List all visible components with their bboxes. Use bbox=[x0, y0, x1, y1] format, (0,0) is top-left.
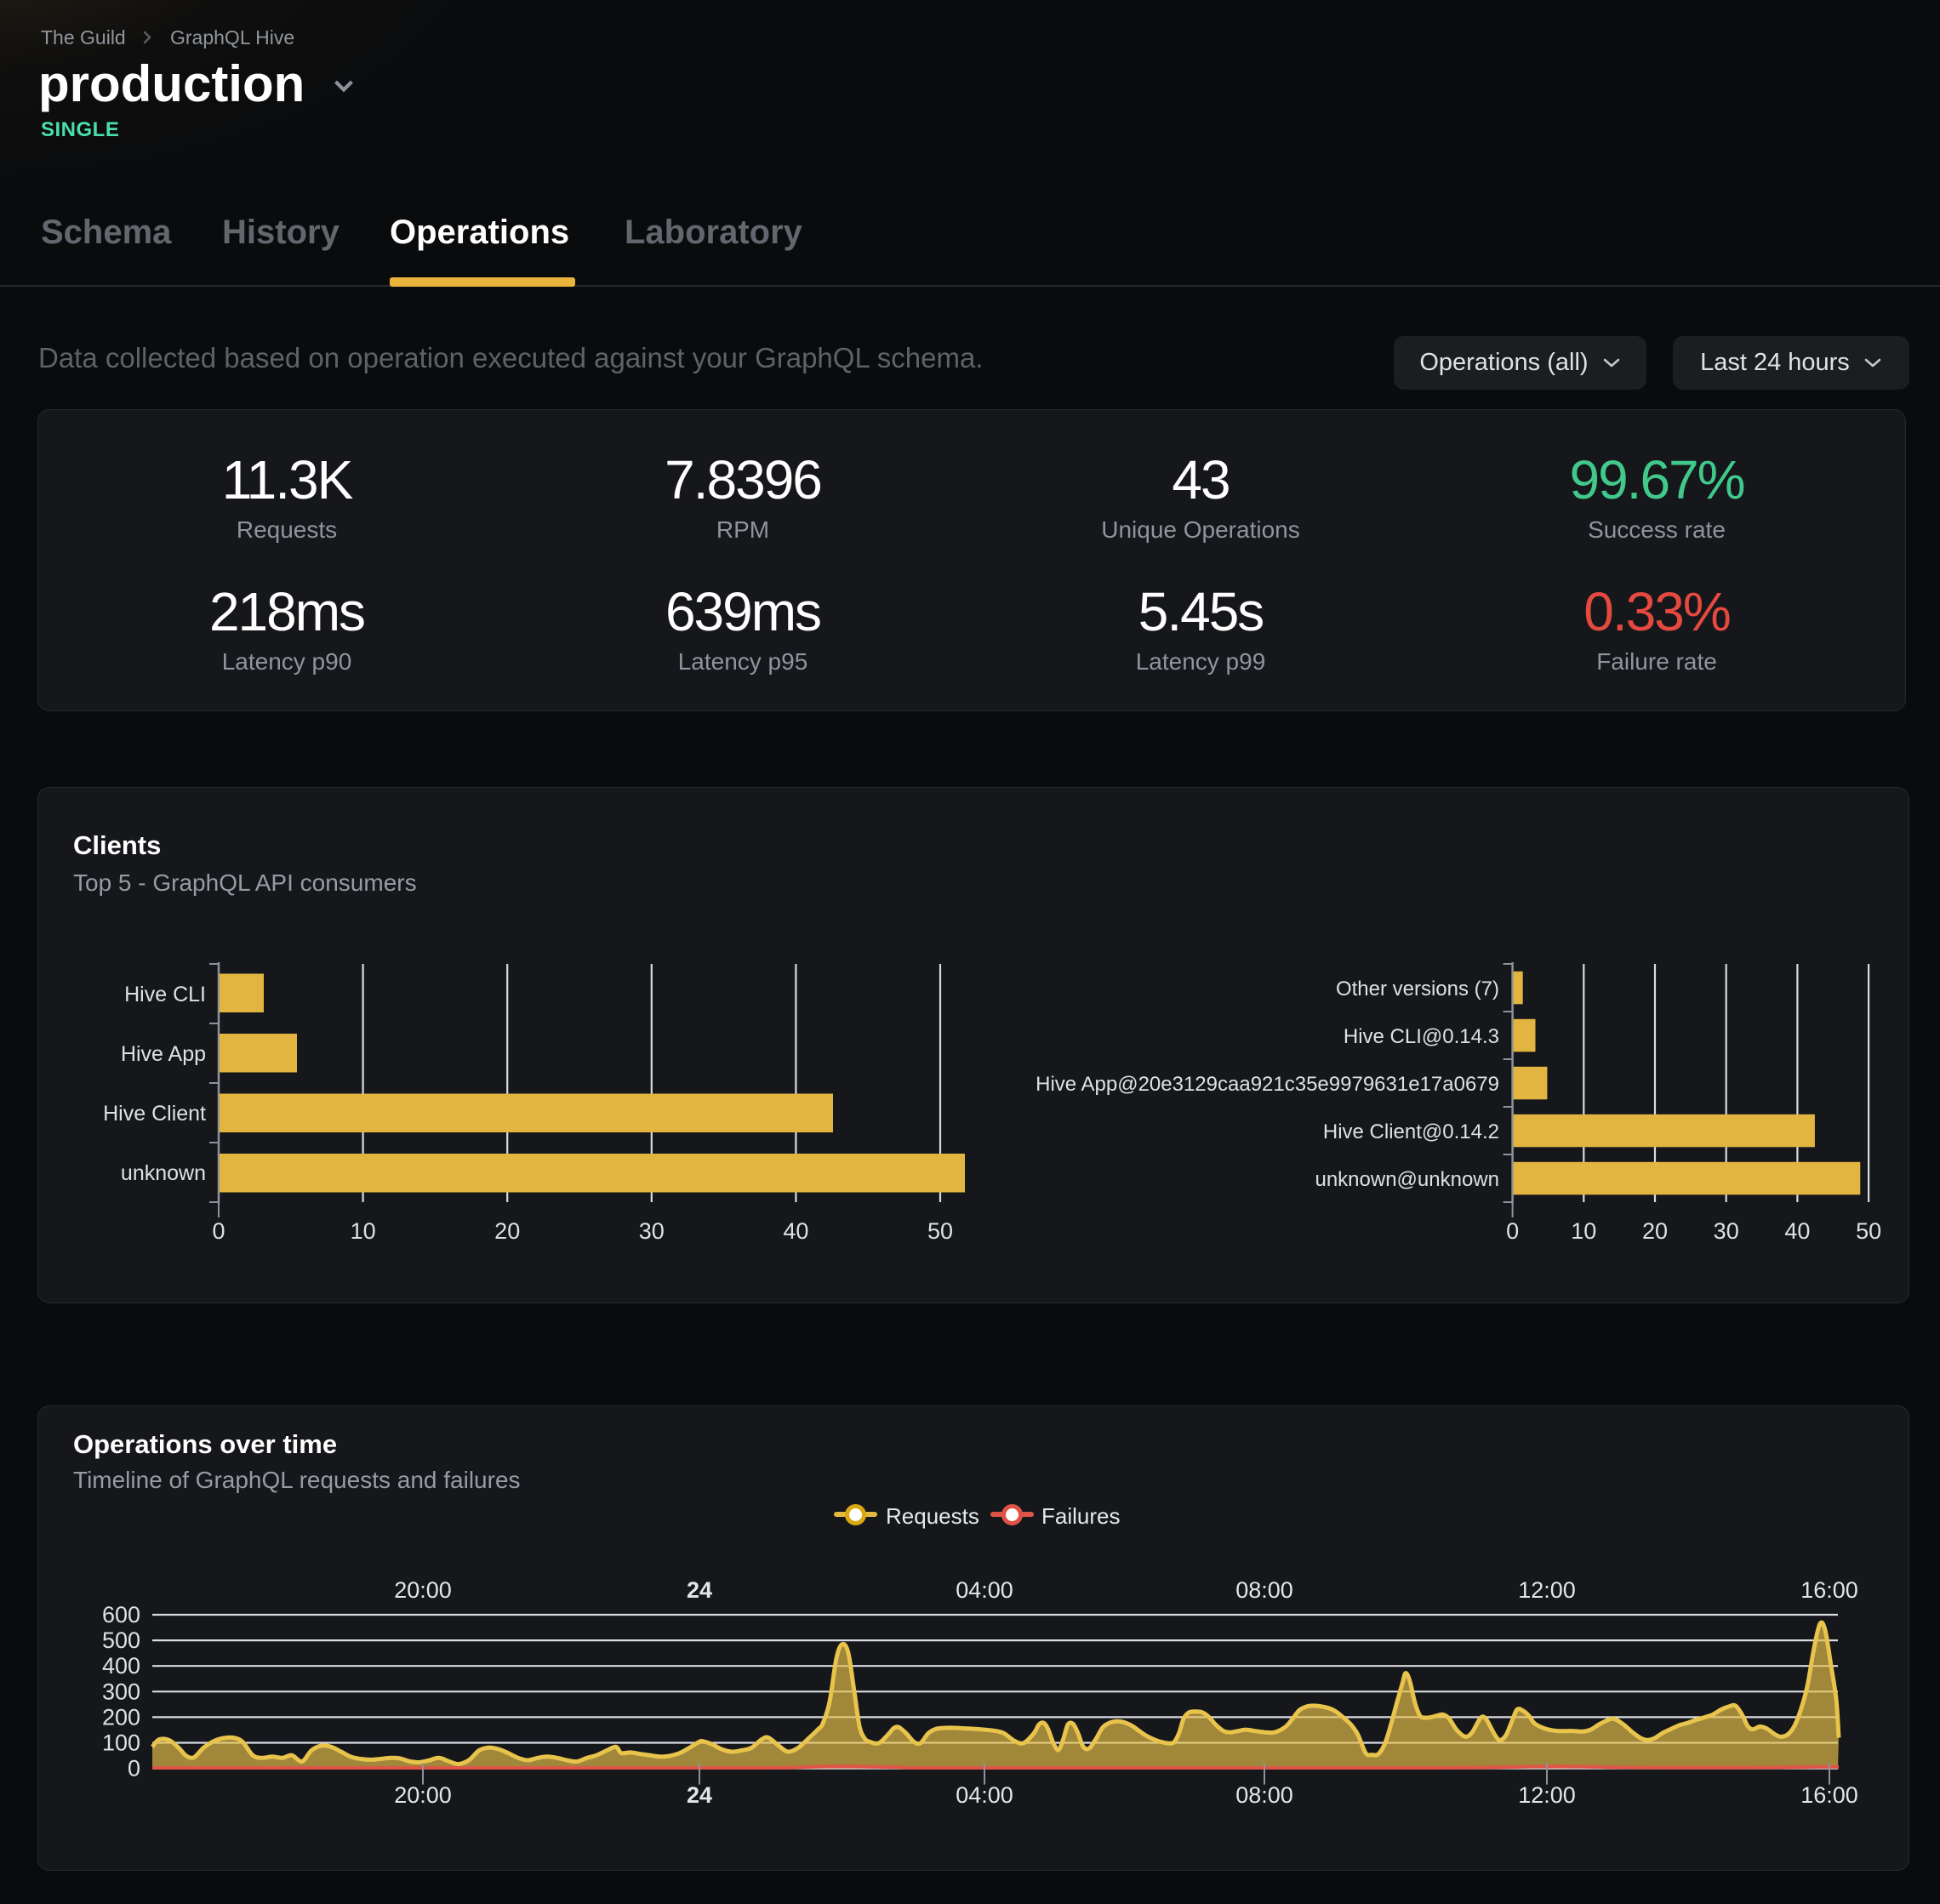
svg-text:30: 30 bbox=[1714, 1218, 1739, 1244]
svg-text:500: 500 bbox=[102, 1628, 140, 1653]
svg-text:10: 10 bbox=[351, 1218, 376, 1244]
svg-text:40: 40 bbox=[783, 1218, 808, 1244]
svg-text:Hive CLI@0.14.3: Hive CLI@0.14.3 bbox=[1344, 1025, 1499, 1048]
svg-text:20: 20 bbox=[1642, 1218, 1668, 1244]
svg-text:0: 0 bbox=[212, 1218, 225, 1244]
svg-text:24: 24 bbox=[687, 1577, 712, 1603]
svg-text:100: 100 bbox=[102, 1730, 140, 1756]
svg-text:20:00: 20:00 bbox=[394, 1782, 452, 1808]
svg-text:300: 300 bbox=[102, 1679, 140, 1704]
svg-text:unknown@unknown: unknown@unknown bbox=[1315, 1168, 1499, 1191]
svg-text:200: 200 bbox=[102, 1704, 140, 1730]
svg-text:Other versions (7): Other versions (7) bbox=[1336, 978, 1499, 1000]
svg-text:50: 50 bbox=[927, 1218, 953, 1244]
svg-text:24: 24 bbox=[687, 1782, 712, 1808]
svg-text:Hive App: Hive App bbox=[121, 1042, 206, 1066]
svg-text:04:00: 04:00 bbox=[956, 1782, 1013, 1808]
svg-text:0: 0 bbox=[128, 1756, 140, 1781]
svg-text:0: 0 bbox=[1506, 1218, 1519, 1244]
svg-text:16:00: 16:00 bbox=[1800, 1782, 1858, 1808]
svg-text:Hive CLI: Hive CLI bbox=[124, 983, 206, 1006]
svg-text:50: 50 bbox=[1856, 1218, 1881, 1244]
svg-text:400: 400 bbox=[102, 1653, 140, 1679]
svg-text:600: 600 bbox=[102, 1602, 140, 1628]
svg-text:08:00: 08:00 bbox=[1235, 1782, 1293, 1808]
svg-text:unknown: unknown bbox=[121, 1161, 206, 1185]
svg-text:20:00: 20:00 bbox=[394, 1577, 452, 1603]
svg-text:Hive App@20e3129caa921c35e9979: Hive App@20e3129caa921c35e9979631e17a067… bbox=[1036, 1073, 1499, 1096]
svg-text:20: 20 bbox=[494, 1218, 520, 1244]
svg-text:16:00: 16:00 bbox=[1800, 1577, 1858, 1603]
svg-text:12:00: 12:00 bbox=[1518, 1782, 1576, 1808]
svg-text:40: 40 bbox=[1784, 1218, 1810, 1244]
svg-text:Hive Client: Hive Client bbox=[103, 1102, 206, 1126]
svg-text:Hive Client@0.14.2: Hive Client@0.14.2 bbox=[1323, 1120, 1499, 1143]
svg-text:08:00: 08:00 bbox=[1235, 1577, 1293, 1603]
svg-text:30: 30 bbox=[639, 1218, 665, 1244]
svg-text:04:00: 04:00 bbox=[956, 1577, 1013, 1603]
svg-text:10: 10 bbox=[1571, 1218, 1596, 1244]
svg-text:12:00: 12:00 bbox=[1518, 1577, 1576, 1603]
